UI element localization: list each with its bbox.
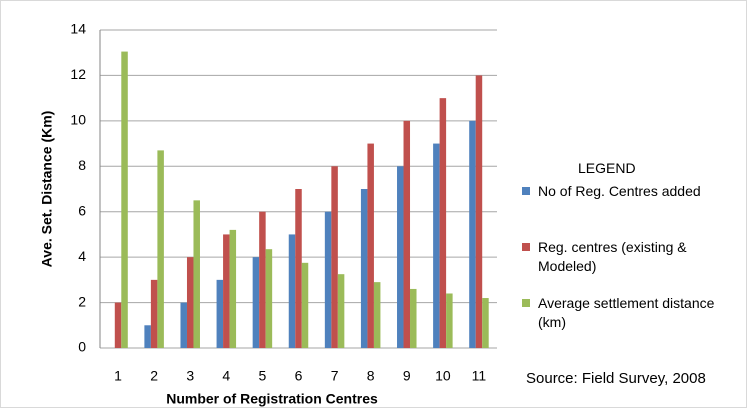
x-tick-label: 11 xyxy=(472,368,487,384)
x-tick-label: 5 xyxy=(259,368,267,384)
bar xyxy=(121,51,128,348)
bar xyxy=(469,120,476,348)
y-tick-label: 6 xyxy=(78,202,86,218)
legend-title: LEGEND xyxy=(578,160,636,176)
legend-label: Reg. centres (existing & Modeled) xyxy=(538,239,687,274)
legend-swatch xyxy=(522,243,530,251)
bar xyxy=(446,293,453,348)
legend-item: Reg. centres (existing & Modeled) xyxy=(520,238,742,294)
bar xyxy=(259,211,266,348)
bar xyxy=(337,274,345,348)
y-tick-label: 4 xyxy=(78,248,86,264)
bar xyxy=(331,166,338,348)
x-tick-label: 6 xyxy=(295,368,303,384)
bar xyxy=(193,200,200,348)
x-tick-label: 4 xyxy=(222,368,230,384)
y-tick-label: 10 xyxy=(70,112,86,128)
bar xyxy=(216,279,224,348)
bar xyxy=(252,257,260,348)
legend-label: No of Reg. Centres added xyxy=(538,183,701,199)
bar xyxy=(324,211,332,348)
legend: LEGEND No of Reg. Centres added Reg. cent… xyxy=(520,160,742,350)
bar xyxy=(482,298,489,348)
y-tick-label: 12 xyxy=(70,66,86,82)
bar xyxy=(295,189,302,348)
bar xyxy=(114,302,122,348)
bar xyxy=(410,288,417,348)
bar xyxy=(367,143,374,348)
bar xyxy=(301,262,309,348)
bar xyxy=(265,249,273,348)
y-tick-label: 14 xyxy=(70,21,86,37)
bar xyxy=(475,75,483,348)
bar xyxy=(180,302,187,348)
bar xyxy=(229,229,237,348)
bar xyxy=(288,234,296,348)
bar xyxy=(223,234,230,348)
x-tick-label: 1 xyxy=(114,368,122,384)
y-axis-label: Ave. Set. Distance (Km) xyxy=(39,111,55,268)
legend-label: Average settlement distance (km) xyxy=(538,295,715,330)
x-tick-label: 2 xyxy=(150,368,158,384)
bar xyxy=(144,325,151,348)
bar xyxy=(403,120,411,348)
bar xyxy=(373,282,381,348)
bar xyxy=(186,257,194,348)
bar xyxy=(157,150,164,348)
legend-swatch xyxy=(522,299,530,307)
x-axis-label: Number of Registration Centres xyxy=(166,391,378,407)
x-tick-label: 10 xyxy=(435,368,451,384)
bar xyxy=(439,98,447,349)
bar xyxy=(433,143,440,348)
y-tick-label: 2 xyxy=(78,293,86,309)
bar xyxy=(360,189,368,348)
x-tick-label: 8 xyxy=(367,368,375,384)
y-tick-label: 8 xyxy=(78,157,86,173)
y-tick-label: 0 xyxy=(78,339,86,355)
x-tick-label: 7 xyxy=(331,368,339,384)
annotation: Source: Field Survey, 2008 xyxy=(526,370,706,387)
legend-swatch xyxy=(522,187,530,195)
x-tick-label: 9 xyxy=(403,368,411,384)
bar xyxy=(397,166,404,348)
bar xyxy=(150,279,158,348)
x-tick-label: 3 xyxy=(186,368,194,384)
legend-item: No of Reg. Centres added xyxy=(520,182,742,238)
legend-item: Average settlement distance (km) xyxy=(520,294,742,350)
